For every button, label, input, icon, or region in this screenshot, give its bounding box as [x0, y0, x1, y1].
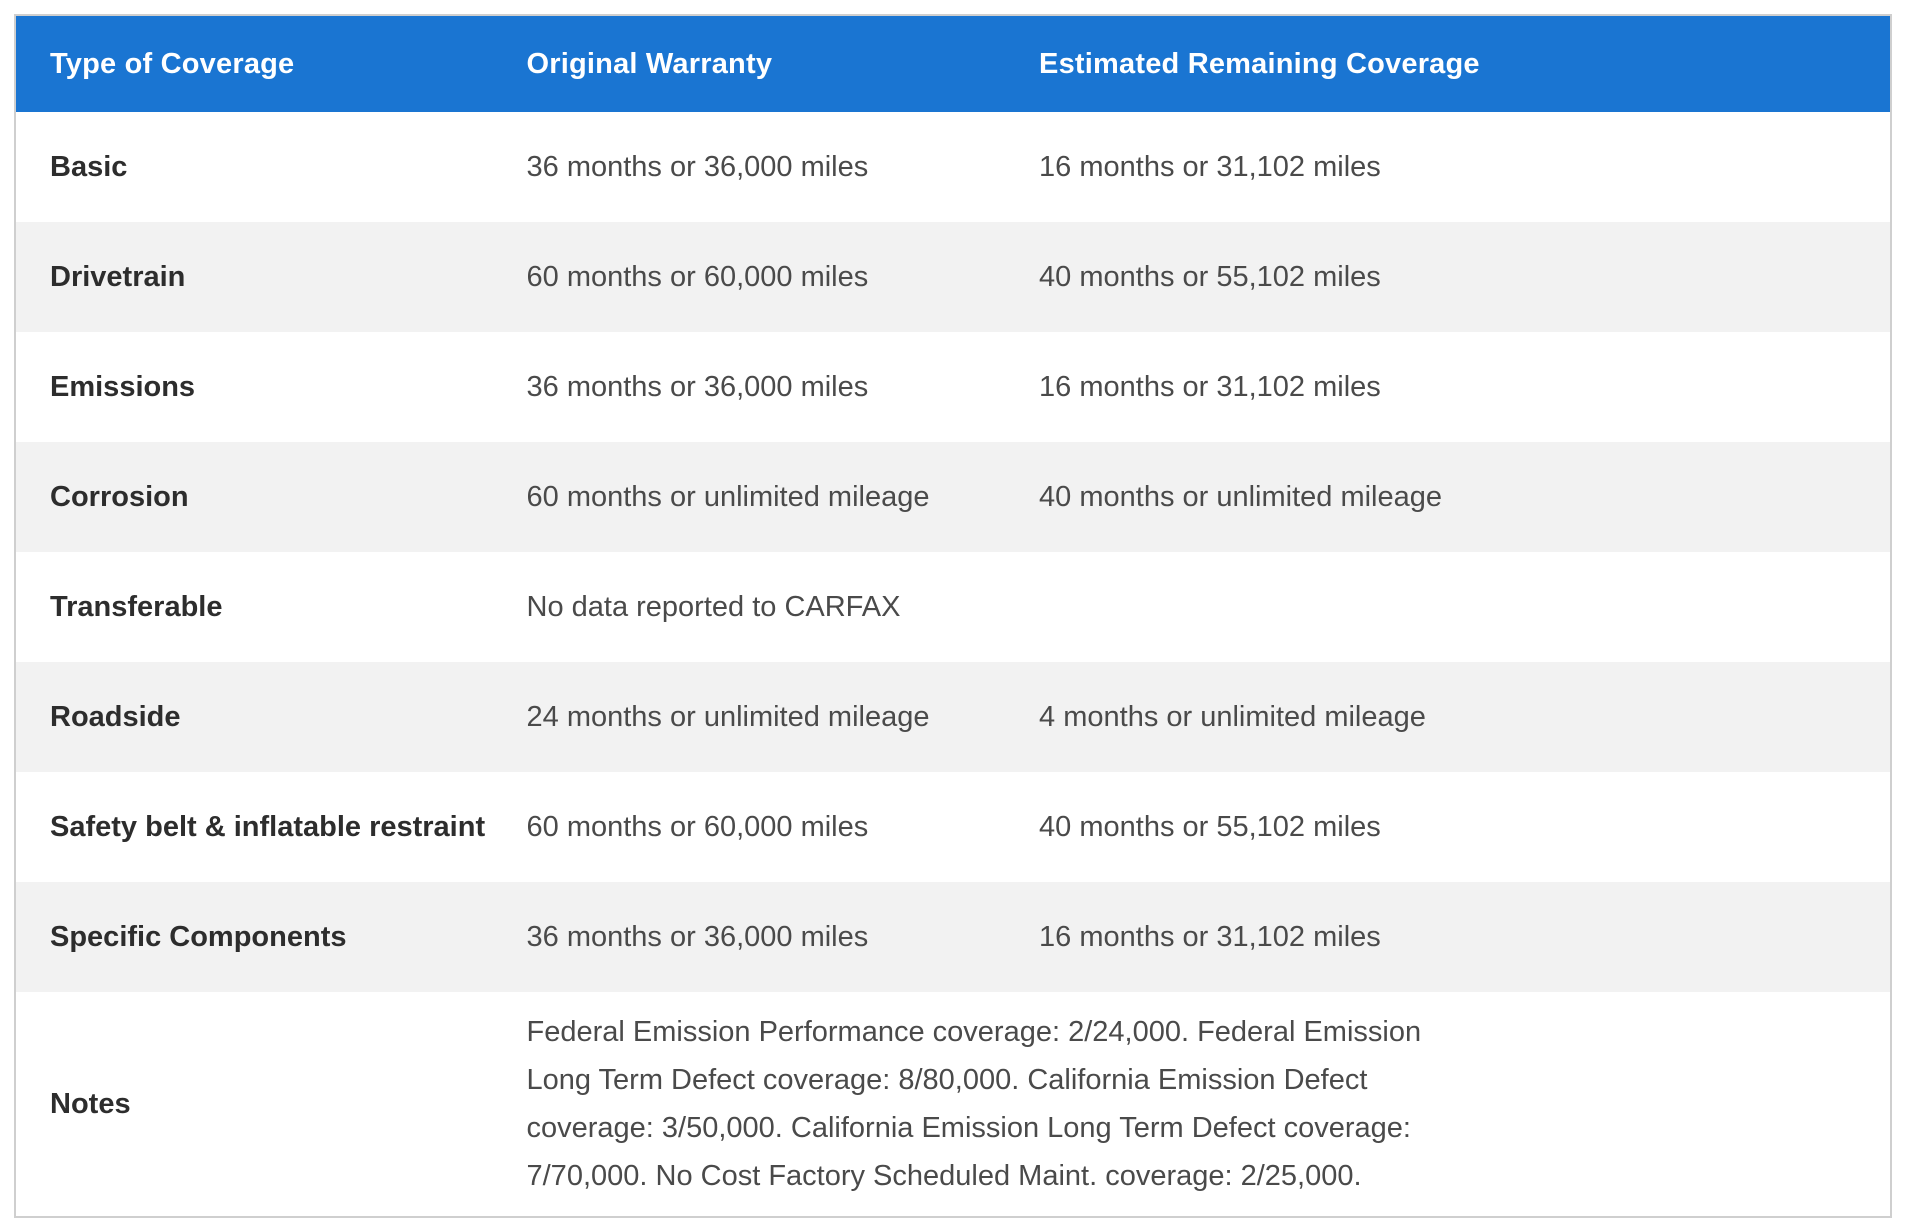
table-body: Basic 36 months or 36,000 miles 16 month… — [15, 112, 1891, 1217]
table-row: Safety belt & inflatable restraint 60 mo… — [15, 772, 1891, 882]
original-warranty-cell: 36 months or 36,000 miles — [526, 370, 869, 403]
warranty-coverage-table: Type of Coverage Original Warranty Estim… — [14, 14, 1892, 1218]
remaining-coverage-cell — [1005, 552, 1891, 662]
original-warranty-cell: 60 months or 60,000 miles — [526, 810, 869, 843]
table-row: Emissions 36 months or 36,000 miles 16 m… — [15, 332, 1891, 442]
table-header: Type of Coverage Original Warranty Estim… — [15, 15, 1891, 112]
notes-label-cell: Notes — [50, 1087, 131, 1120]
coverage-type-cell: Specific Components — [50, 920, 347, 953]
table-row: Basic 36 months or 36,000 miles 16 month… — [15, 112, 1891, 222]
original-warranty-cell: 36 months or 36,000 miles — [526, 920, 869, 953]
table-row: Roadside 24 months or unlimited mileage … — [15, 662, 1891, 772]
notes-value-cell: Federal Emission Performance coverage: 2… — [493, 992, 1892, 1217]
remaining-coverage-cell: 4 months or unlimited mileage — [1039, 700, 1426, 733]
coverage-type-cell: Basic — [50, 150, 128, 183]
table-row: Corrosion 60 months or unlimited mileage… — [15, 442, 1891, 552]
coverage-type-cell: Roadside — [50, 700, 181, 733]
column-header-type-of-coverage: Type of Coverage — [15, 15, 493, 112]
notes-text: Federal Emission Performance coverage: 2… — [526, 1016, 1422, 1192]
coverage-type-cell: Drivetrain — [50, 260, 186, 293]
original-warranty-cell: 60 months or unlimited mileage — [526, 480, 930, 513]
table-row: Specific Components 36 months or 36,000 … — [15, 882, 1891, 992]
notes-row: Notes Federal Emission Performance cover… — [15, 992, 1891, 1217]
table-row: Transferable No data reported to CARFAX — [15, 552, 1891, 662]
remaining-coverage-cell: 16 months or 31,102 miles — [1039, 370, 1381, 403]
remaining-coverage-cell: 16 months or 31,102 miles — [1039, 920, 1381, 953]
coverage-type-cell: Safety belt & inflatable restraint — [50, 810, 486, 843]
original-warranty-cell: No data reported to CARFAX — [526, 590, 901, 623]
remaining-coverage-cell: 40 months or 55,102 miles — [1039, 810, 1381, 843]
original-warranty-cell: 36 months or 36,000 miles — [526, 150, 869, 183]
coverage-type-cell: Transferable — [50, 590, 223, 623]
coverage-type-cell: Corrosion — [50, 480, 189, 513]
original-warranty-cell: 60 months or 60,000 miles — [526, 260, 869, 293]
table-row: Drivetrain 60 months or 60,000 miles 40 … — [15, 222, 1891, 332]
coverage-type-cell: Emissions — [50, 370, 196, 403]
original-warranty-cell: 24 months or unlimited mileage — [526, 700, 930, 733]
column-header-estimated-remaining-coverage: Estimated Remaining Coverage — [1005, 15, 1891, 112]
column-header-original-warranty: Original Warranty — [492, 15, 1006, 112]
remaining-coverage-cell: 40 months or 55,102 miles — [1039, 260, 1381, 293]
remaining-coverage-cell: 40 months or unlimited mileage — [1039, 480, 1443, 513]
header-row: Type of Coverage Original Warranty Estim… — [15, 15, 1891, 112]
remaining-coverage-cell: 16 months or 31,102 miles — [1039, 150, 1381, 183]
